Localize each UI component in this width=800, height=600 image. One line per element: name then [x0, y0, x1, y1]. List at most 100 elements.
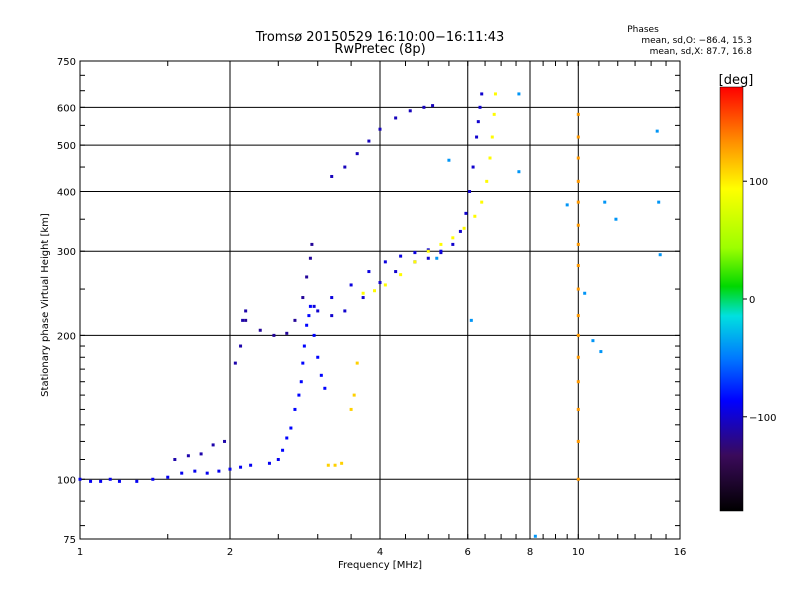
data-point [471, 165, 475, 169]
data-point [655, 129, 659, 133]
data-point [228, 467, 232, 471]
data-point [480, 200, 484, 204]
y-tick-label: 75 [63, 535, 76, 546]
data-point [319, 373, 323, 377]
data-point [576, 264, 580, 268]
stats-line-o: mean, sd,O: −86.4, 15.3 [641, 36, 752, 46]
data-point [493, 92, 497, 96]
data-point [468, 189, 472, 193]
data-point [258, 328, 262, 332]
data-point [603, 200, 607, 204]
data-point [316, 309, 320, 313]
data-point [135, 479, 139, 483]
data-point [78, 477, 82, 481]
data-point [316, 355, 320, 359]
data-point [576, 200, 580, 204]
data-point [462, 226, 466, 230]
y-tick-label: 500 [57, 141, 76, 152]
data-point [323, 386, 327, 390]
data-point [458, 229, 462, 233]
data-point [435, 256, 439, 260]
data-point [233, 361, 237, 365]
x-tick-label: 4 [377, 547, 383, 558]
data-point [576, 314, 580, 318]
data-point [223, 439, 227, 443]
data-point [485, 179, 489, 183]
y-tick-label: 400 [57, 187, 76, 198]
data-point [533, 534, 537, 538]
data-point [117, 479, 121, 483]
data-point [244, 309, 248, 313]
data-point [310, 242, 314, 246]
data-point [657, 200, 661, 204]
data-point [394, 270, 398, 274]
data-point [249, 463, 253, 467]
data-point [205, 471, 209, 475]
data-point [272, 333, 276, 337]
data-point [330, 174, 334, 178]
data-point [576, 477, 580, 481]
data-point [576, 112, 580, 116]
data-point [308, 304, 312, 308]
data-point [352, 393, 356, 397]
data-point [297, 393, 301, 397]
x-tick-label: 6 [465, 547, 471, 558]
data-point [312, 333, 316, 337]
y-tick-label: 300 [57, 247, 76, 258]
data-point [301, 361, 305, 365]
y-tick-label: 100 [57, 475, 76, 486]
data-point [211, 443, 215, 447]
data-point [241, 318, 245, 322]
colorbar [719, 86, 744, 512]
data-point [355, 152, 359, 156]
data-point [473, 214, 477, 218]
data-point [285, 436, 289, 440]
data-point [308, 256, 312, 260]
x-axis-ticks: 1 2 4 6 8 10 16 [77, 61, 686, 558]
data-point [476, 120, 480, 124]
data-point [413, 260, 417, 264]
data-point [378, 127, 382, 131]
data-point [343, 309, 347, 313]
data-point [576, 156, 580, 160]
data-point [413, 251, 417, 255]
data-point [480, 92, 484, 96]
data-point [301, 296, 305, 300]
y-axis-ticks: 75 100 200 300 400 500 600 750 [57, 57, 680, 546]
data-point [186, 454, 190, 458]
data-point [330, 296, 334, 300]
data-point [517, 92, 521, 96]
data-point [299, 380, 303, 384]
data-point [576, 223, 580, 227]
data-point [599, 350, 603, 354]
data-point [193, 469, 197, 473]
data-point [239, 465, 243, 469]
data-point [378, 281, 382, 285]
chart-title-line2: RwPretec (8p) [334, 42, 425, 57]
y-tick-label: 750 [57, 57, 76, 68]
data-point [199, 452, 203, 456]
x-tick-label: 10 [572, 547, 585, 558]
data-point [244, 318, 248, 322]
data-point [488, 156, 492, 160]
data-point [565, 203, 569, 207]
data-point [576, 355, 580, 359]
data-point [478, 105, 482, 109]
data-point [293, 318, 297, 322]
data-point [108, 477, 112, 481]
data-point [89, 479, 93, 483]
data-point [383, 283, 387, 287]
data-point [614, 217, 618, 221]
data-point [431, 104, 435, 108]
data-point [217, 469, 221, 473]
data-point [289, 426, 293, 430]
data-point [576, 333, 580, 337]
data-point [658, 253, 662, 257]
data-point [285, 331, 289, 335]
y-tick-label: 200 [57, 331, 76, 342]
data-point [399, 273, 403, 277]
x-axis-label: Frequency [MHz] [338, 560, 422, 571]
data-point [326, 463, 330, 467]
grid-lines [80, 61, 680, 539]
data-point [343, 165, 347, 169]
